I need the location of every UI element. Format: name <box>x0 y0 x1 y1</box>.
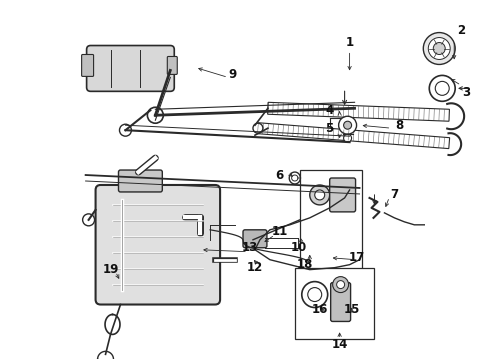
Circle shape <box>434 81 448 95</box>
Text: 3: 3 <box>461 86 469 99</box>
FancyBboxPatch shape <box>330 283 350 321</box>
Circle shape <box>82 214 94 226</box>
Text: 4: 4 <box>325 104 333 117</box>
Text: 1: 1 <box>345 36 353 49</box>
Text: 2: 2 <box>456 24 464 37</box>
Text: 14: 14 <box>331 338 347 351</box>
Circle shape <box>343 134 351 142</box>
Text: 13: 13 <box>242 241 258 254</box>
Circle shape <box>147 107 163 123</box>
Circle shape <box>338 116 356 134</box>
Circle shape <box>336 280 344 289</box>
FancyBboxPatch shape <box>118 170 162 192</box>
FancyBboxPatch shape <box>243 230 266 248</box>
Bar <box>299 170 361 270</box>
FancyBboxPatch shape <box>175 187 209 213</box>
FancyBboxPatch shape <box>167 57 177 75</box>
Text: 18: 18 <box>296 258 312 271</box>
Polygon shape <box>257 123 448 149</box>
Text: 10: 10 <box>290 241 306 254</box>
Polygon shape <box>267 102 448 121</box>
Circle shape <box>423 32 454 64</box>
Circle shape <box>309 185 329 205</box>
Text: 17: 17 <box>348 251 364 264</box>
Text: 15: 15 <box>343 303 359 316</box>
Text: 11: 11 <box>271 225 287 238</box>
FancyBboxPatch shape <box>329 178 355 212</box>
Circle shape <box>432 42 444 54</box>
Text: 16: 16 <box>311 303 327 316</box>
Circle shape <box>343 121 351 129</box>
FancyBboxPatch shape <box>95 185 220 305</box>
Text: 12: 12 <box>246 261 263 274</box>
Circle shape <box>427 37 449 59</box>
Circle shape <box>252 123 263 133</box>
Text: 8: 8 <box>394 119 403 132</box>
Text: 9: 9 <box>227 68 236 81</box>
Text: 7: 7 <box>389 188 398 202</box>
Bar <box>294 268 374 339</box>
FancyBboxPatch shape <box>81 54 93 76</box>
Text: 6: 6 <box>275 168 284 181</box>
Circle shape <box>186 194 198 206</box>
Circle shape <box>428 75 454 101</box>
Circle shape <box>314 190 324 200</box>
Circle shape <box>307 288 321 302</box>
Circle shape <box>332 276 348 293</box>
Text: 5: 5 <box>325 122 333 135</box>
Circle shape <box>119 124 131 136</box>
Text: 19: 19 <box>102 263 119 276</box>
Circle shape <box>301 282 327 307</box>
FancyBboxPatch shape <box>86 45 174 91</box>
